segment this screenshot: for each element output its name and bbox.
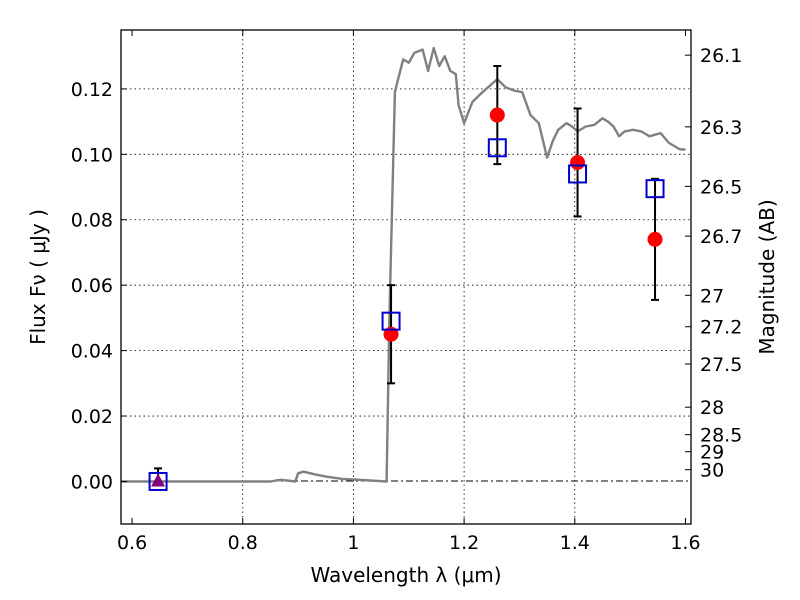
magnitude-tick-label: 28 bbox=[700, 397, 724, 419]
model-flux-point bbox=[148, 471, 168, 491]
grid-layer bbox=[121, 30, 691, 524]
magnitude-tick-label: 26.5 bbox=[700, 176, 742, 198]
magnitude-tick-label: 26.3 bbox=[700, 117, 742, 139]
plot-frame bbox=[120, 29, 692, 525]
model-flux-point bbox=[487, 138, 507, 158]
magnitude-tick-label: 28.5 bbox=[700, 425, 742, 447]
y-tick-label: 0.12 bbox=[71, 79, 113, 101]
magnitude-tick-label: 26.1 bbox=[700, 45, 742, 67]
y-tick-label: 0.04 bbox=[71, 341, 113, 363]
model-flux-point bbox=[381, 311, 401, 331]
observed-flux-point bbox=[647, 231, 663, 247]
magnitude-tick-label: 26.7 bbox=[700, 226, 742, 248]
y-tick-label: 0.02 bbox=[71, 406, 113, 428]
x-tick-label: 0.6 bbox=[117, 532, 147, 554]
x-tick-label: 1 bbox=[347, 532, 359, 554]
observed-flux-point bbox=[570, 154, 586, 170]
y-tick-label: 0.00 bbox=[71, 471, 113, 493]
marker-layer bbox=[148, 64, 665, 491]
tick-layer bbox=[121, 30, 691, 524]
y-tick-label: 0.08 bbox=[71, 210, 113, 232]
series-layer bbox=[121, 46, 686, 483]
model-flux-point bbox=[645, 179, 665, 199]
model-sed-line bbox=[121, 46, 686, 483]
x-tick-label: 1.4 bbox=[560, 532, 590, 554]
label-layer: 0.6 0.8 1 1.2 1.4 1.6 0.00 0.02 0.04 0.06 0.08 0.10… bbox=[71, 45, 743, 554]
y-axis-title: Flux Fν ( μJy ) bbox=[26, 209, 50, 345]
magnitude-tick-label: 27.2 bbox=[700, 317, 742, 339]
x-tick-label: 1.2 bbox=[449, 532, 479, 554]
x-tick-label: 0.8 bbox=[228, 532, 258, 554]
right-axis-title: Magnitude (AB) bbox=[755, 199, 779, 354]
magnitude-tick-label: 29 bbox=[700, 442, 724, 464]
y-tick-label: 0.10 bbox=[71, 144, 113, 166]
x-tick-label: 1.6 bbox=[670, 532, 700, 554]
magnitude-tick-label: 30 bbox=[700, 460, 724, 482]
upper-limit-point bbox=[151, 473, 166, 487]
y-tick-label: 0.06 bbox=[71, 275, 113, 297]
model-flux-point bbox=[568, 164, 588, 184]
x-axis-title: Wavelength λ (μm) bbox=[310, 563, 501, 587]
observed-flux-point bbox=[489, 107, 505, 123]
magnitude-tick-label: 27.5 bbox=[700, 354, 742, 376]
magnitude-tick-label: 27 bbox=[700, 285, 724, 307]
